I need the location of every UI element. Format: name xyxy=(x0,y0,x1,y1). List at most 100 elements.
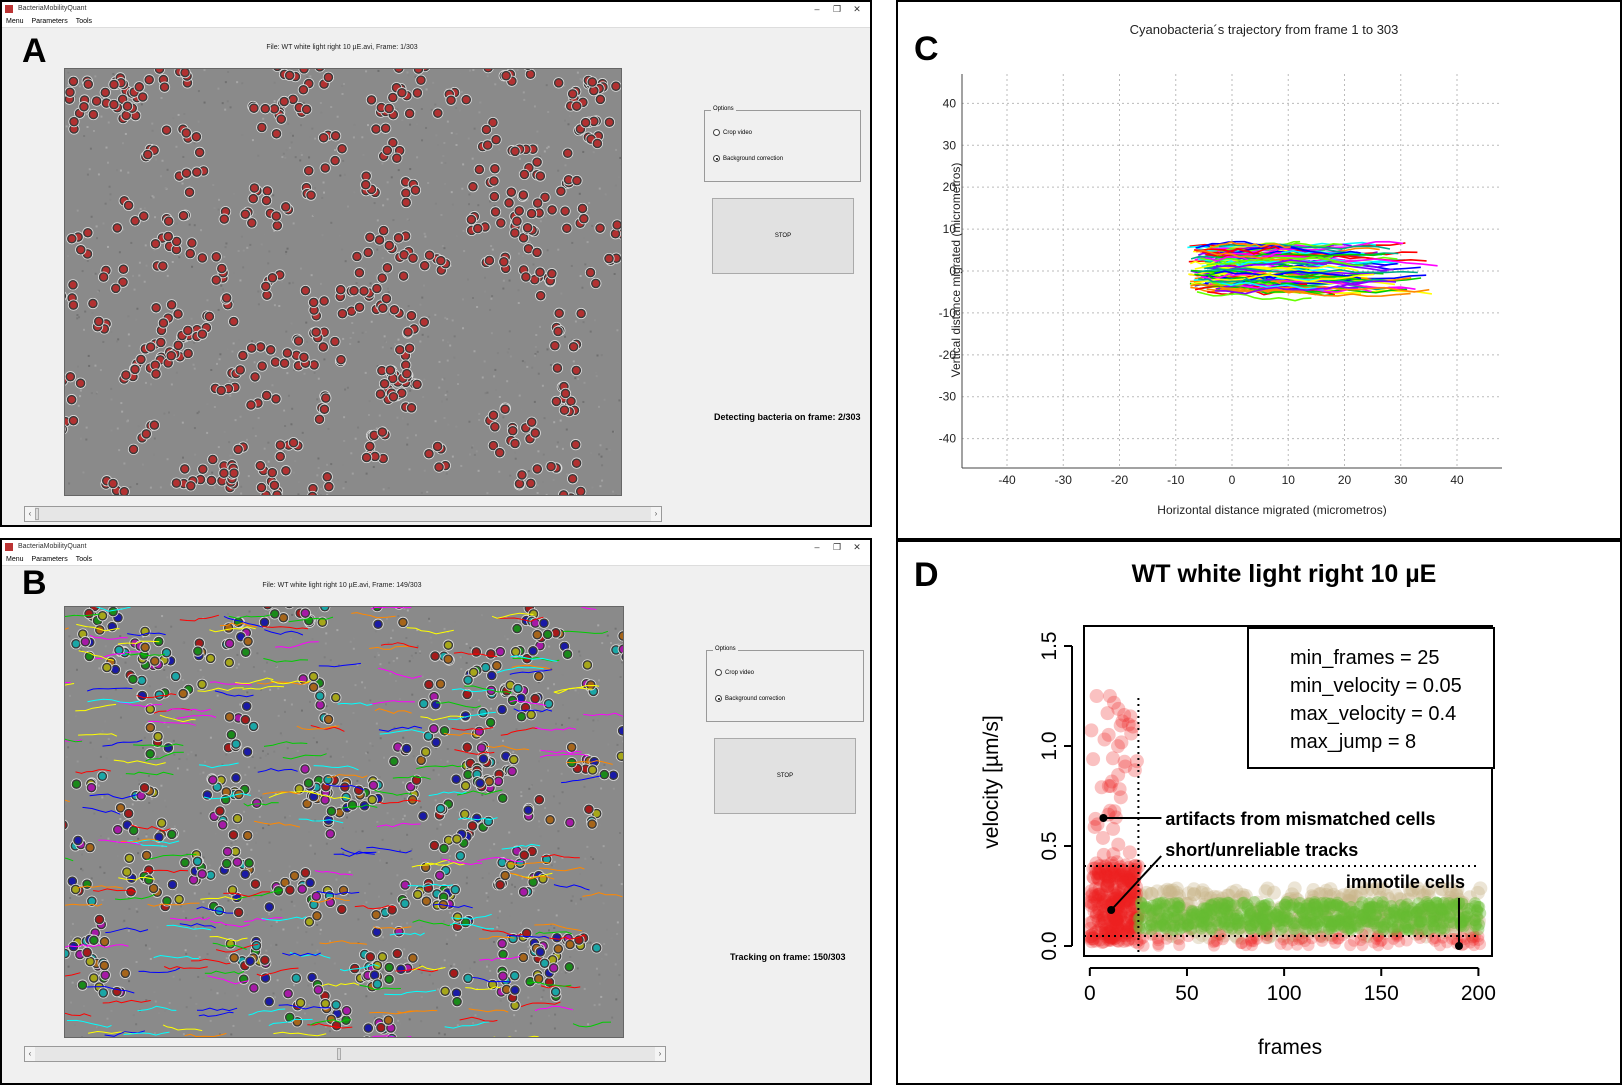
menu-item-menu[interactable]: Menu xyxy=(6,18,24,25)
data-point xyxy=(1174,919,1187,932)
crop-video-option[interactable]: Crop video xyxy=(715,669,754,676)
bacterium-cell xyxy=(567,341,580,353)
data-point xyxy=(1274,937,1287,950)
data-point xyxy=(1317,903,1332,918)
noise-speck xyxy=(150,826,153,829)
slider-thumb[interactable] xyxy=(35,508,39,520)
close-icon[interactable]: ✕ xyxy=(853,4,861,14)
noise-speck xyxy=(355,282,358,285)
bacterium-cell xyxy=(196,868,208,880)
bacterium-cell xyxy=(382,1014,395,1026)
bacterium-cell xyxy=(551,362,564,374)
restore-icon[interactable]: ❐ xyxy=(832,542,842,552)
frame-slider[interactable]: ‹ › xyxy=(24,1046,666,1062)
noise-speck xyxy=(150,798,153,801)
data-point xyxy=(1340,924,1355,939)
data-point xyxy=(1195,910,1208,923)
background-correction-option[interactable]: Background correction xyxy=(715,695,785,702)
noise-speck xyxy=(300,709,303,712)
data-point xyxy=(1365,914,1380,929)
cell-track xyxy=(143,869,189,874)
data-point xyxy=(1167,923,1180,936)
noise-speck xyxy=(552,478,555,481)
data-point xyxy=(1343,910,1356,923)
slider-right-arrow[interactable]: › xyxy=(651,507,661,521)
slider-left-arrow[interactable]: ‹ xyxy=(25,1047,35,1061)
noise-speck xyxy=(560,292,563,295)
slider-left-arrow[interactable]: ‹ xyxy=(25,507,35,521)
slider-right-arrow[interactable]: › xyxy=(655,1047,665,1061)
bacterium-cell xyxy=(494,646,506,658)
data-point xyxy=(1208,897,1221,910)
noise-speck xyxy=(491,248,494,251)
noise-speck xyxy=(423,232,426,235)
menu-item-tools[interactable]: Tools xyxy=(75,556,93,563)
data-point xyxy=(1121,923,1136,938)
bacterium-cell xyxy=(511,622,523,635)
noise-speck xyxy=(447,423,450,426)
noise-speck xyxy=(273,750,276,753)
data-point xyxy=(1303,897,1316,910)
close-icon[interactable]: ✕ xyxy=(853,542,861,552)
noise-speck xyxy=(538,760,541,763)
crop-video-radio[interactable] xyxy=(715,669,722,676)
data-point xyxy=(1157,896,1170,909)
noise-speck xyxy=(544,215,547,218)
data-point xyxy=(1120,919,1135,934)
background-correction-option[interactable]: Background correction xyxy=(713,155,783,162)
data-point xyxy=(1314,930,1327,943)
noise-speck xyxy=(73,95,76,98)
crop-video-option[interactable]: Crop video xyxy=(713,129,752,136)
bacterium-cell xyxy=(445,94,457,106)
menu-item-parameters[interactable]: Parameters xyxy=(31,18,68,25)
bacterium-cell xyxy=(194,146,206,158)
data-point xyxy=(1118,904,1133,919)
menu-item-tools[interactable]: Tools xyxy=(75,18,93,25)
noise-speck xyxy=(116,855,119,858)
stop-button[interactable]: STOP xyxy=(714,738,856,814)
data-point xyxy=(1376,882,1391,897)
data-point xyxy=(1113,896,1128,911)
data-point xyxy=(1347,934,1360,947)
noise-speck xyxy=(258,1019,261,1022)
noise-speck xyxy=(345,816,348,819)
background-correction-radio[interactable] xyxy=(715,695,722,702)
noise-speck xyxy=(382,936,385,939)
restore-icon[interactable]: ❐ xyxy=(832,4,842,14)
minimize-icon[interactable]: – xyxy=(814,4,820,14)
bacterium-cell xyxy=(435,255,447,267)
bacterium-cell xyxy=(298,69,310,75)
data-point xyxy=(1237,896,1250,909)
noise-speck xyxy=(279,732,282,735)
data-point xyxy=(1200,902,1213,915)
data-point xyxy=(1315,921,1328,934)
noise-speck xyxy=(528,240,531,243)
background-correction-radio[interactable] xyxy=(713,155,720,162)
stop-button[interactable]: STOP xyxy=(712,198,854,274)
slider-thumb[interactable] xyxy=(337,1048,341,1060)
data-point xyxy=(1398,910,1411,923)
noise-speck xyxy=(86,126,89,129)
noise-speck xyxy=(95,237,98,240)
legend-max-velocity: max_velocity = 0.4 xyxy=(1290,703,1456,725)
menu-item-parameters[interactable]: Parameters xyxy=(31,556,68,563)
data-point xyxy=(1458,917,1473,932)
bacterium-cell xyxy=(203,310,215,323)
bacterium-cell xyxy=(339,781,351,793)
noise-speck xyxy=(420,491,423,494)
x-axis-label: frames xyxy=(1258,1036,1322,1059)
data-point xyxy=(1377,911,1392,926)
noise-speck xyxy=(445,88,448,91)
menu-item-menu[interactable]: Menu xyxy=(6,556,24,563)
bacterium-cell xyxy=(270,210,282,222)
bacterium-cell xyxy=(268,479,281,491)
crop-video-radio[interactable] xyxy=(713,129,720,136)
frame-slider[interactable]: ‹ › xyxy=(24,506,662,522)
data-point xyxy=(1109,914,1124,929)
cell-track xyxy=(256,967,299,977)
minimize-icon[interactable]: – xyxy=(814,542,820,552)
cell-track xyxy=(501,843,541,850)
noise-speck xyxy=(563,84,566,87)
data-point xyxy=(1109,868,1124,883)
noise-speck xyxy=(327,427,330,430)
